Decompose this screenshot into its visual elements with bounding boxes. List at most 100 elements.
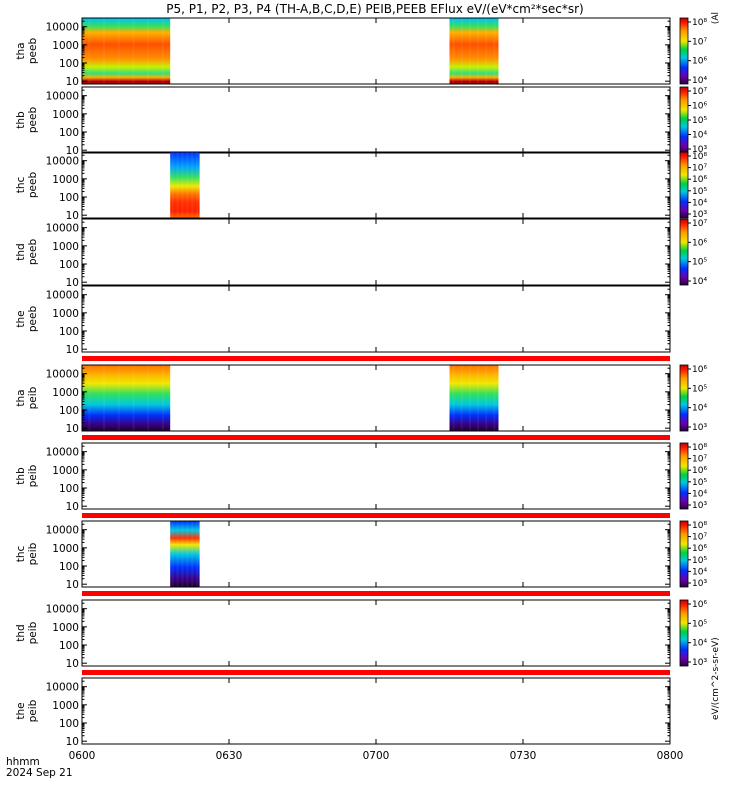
panel-thd-peeb: 10 100 1000 10000 thd peeb 10⁴ 10⁵ 10⁶ 10⁷ [15, 218, 707, 289]
y-tick-label: 10 [66, 736, 79, 748]
x-corner-label: hhmm [6, 756, 40, 768]
colorbar-tick-label: 10⁶ [692, 365, 707, 375]
colorbar-tick-label: 10⁵ [692, 384, 707, 394]
y-tick-label: 10000 [46, 369, 79, 381]
panel-probe-label: thb [15, 467, 27, 485]
figure-title: P5, P1, P2, P3, P4 (TH-A,B,C,D,E) PEIB,P… [166, 2, 583, 16]
panel-product-label: peeb [27, 38, 39, 65]
colorbar-tick-label: 10⁸ [692, 18, 707, 28]
colorbar-tick-label: 10⁶ [692, 102, 707, 112]
panel-probe-label: the [15, 702, 27, 719]
flag-bar-7 [82, 591, 670, 596]
colorbar-tick-label: 10⁴ [692, 404, 707, 414]
panel-product-label: peeb [27, 107, 39, 134]
colorbar-tick-label: 10⁵ [692, 619, 707, 629]
x-tick-label: 0730 [510, 750, 537, 762]
panel-tha-peib: 10 100 1000 10000 tha peib 10³ 10⁴ 10⁵ 10⁶ [15, 364, 707, 435]
colorbar-tick-label: 10³ [692, 423, 707, 433]
colorbar-tick-label: 10⁶ [692, 175, 707, 185]
flag-bar-4 [82, 356, 670, 361]
panel-the-peib: 10 100 1000 10000 the peib [15, 677, 671, 748]
y-tick-label: 10 [66, 579, 79, 591]
y-tick-label: 1000 [52, 543, 79, 555]
panel-thb-peeb: 10 100 1000 10000 thb peeb 10³ 10⁴ 10⁵ 10⁶ 10⁷ [15, 86, 707, 157]
y-tick-label: 10 [66, 658, 79, 670]
flag-bar-6 [82, 513, 670, 518]
colorbar-tick-label: 10⁶ [692, 544, 707, 554]
panel-probe-label: thc [15, 546, 27, 563]
colorbar-tick-label: 10⁸ [692, 521, 707, 531]
y-tick-label: 100 [59, 640, 79, 652]
flag-bar-5 [82, 435, 670, 440]
flag-bars [82, 356, 670, 675]
panel-product-label: peeb [27, 306, 39, 333]
y-tick-label: 1000 [52, 109, 79, 121]
y-tick-label: 100 [59, 405, 79, 417]
x-axis: 0600 0630 0700 0730 0800 [69, 18, 683, 762]
colorbar-tick-label: 10⁵ [692, 258, 707, 268]
y-tick-label: 10 [66, 344, 79, 356]
y-tick-label: 10000 [46, 156, 79, 168]
y-tick-label: 100 [59, 58, 79, 70]
panel-frame [81, 677, 671, 745]
colorbar-tick-label: 10⁷ [692, 164, 707, 174]
y-tick-label: 10000 [46, 91, 79, 103]
y-tick-label: 100 [59, 718, 79, 730]
colorbar-title-cut: (Al [711, 12, 721, 24]
colorbar-tick-label: 10³ [692, 210, 707, 220]
flag-bar-8 [82, 670, 670, 675]
y-tick-label: 10000 [46, 525, 79, 537]
colorbar-tick-label: 10⁵ [692, 187, 707, 197]
colorbar-tick-label: 10⁴ [692, 489, 707, 499]
colorbar-tick-label: 10⁴ [692, 277, 707, 287]
colorbar [679, 151, 689, 219]
y-tick-label: 1000 [52, 40, 79, 52]
y-tick-label: 10 [66, 210, 79, 222]
y-tick-label: 10000 [46, 682, 79, 694]
y-tick-label: 100 [59, 192, 79, 204]
y-tick-label: 10000 [46, 290, 79, 302]
y-tick-label: 10000 [46, 604, 79, 616]
colorbar-tick-label: 10³ [692, 145, 707, 155]
y-tick-label: 1000 [52, 241, 79, 253]
colorbar-tick-label: 10⁴ [692, 131, 707, 141]
x-tick-label: 0630 [216, 750, 243, 762]
y-tick-label: 1000 [52, 174, 79, 186]
colorbar-tick-label: 10⁷ [692, 87, 707, 97]
panel-frame [81, 285, 671, 353]
y-tick-label: 1000 [52, 387, 79, 399]
y-tick-label: 10 [66, 145, 79, 157]
colorbar-title: eV/(cm^2-s-sr-eV) [711, 637, 721, 720]
colorbar-tick-label: 10³ [692, 501, 707, 511]
panel-product-label: peib [27, 621, 39, 644]
panel-tha-peeb: 10 100 1000 10000 tha peeb 10⁴ 10⁶ 10⁷ 10⁸ [15, 17, 707, 88]
y-tick-label: 10 [66, 277, 79, 289]
panel-probe-label: thd [15, 243, 27, 260]
colorbar-tick-label: 10⁵ [692, 556, 707, 566]
colorbar-tick-label: 10⁷ [692, 455, 707, 465]
spectrogram-block-thc-peib-0 [170, 521, 200, 587]
colorbar-tick-label: 10⁶ [692, 600, 707, 610]
panel-the-peeb: 10 100 1000 10000 the peeb [15, 285, 671, 356]
y-tick-label: 100 [59, 561, 79, 573]
y-tick-label: 1000 [52, 465, 79, 477]
colorbar-tick-label: 10⁴ [692, 76, 707, 86]
colorbar-tick-label: 10⁵ [692, 478, 707, 488]
y-tick-label: 10000 [46, 22, 79, 34]
y-tick-label: 10000 [46, 447, 79, 459]
colorbar-tick-label: 10³ [692, 579, 707, 589]
spectrogram-block-tha-peib-0 [82, 365, 171, 431]
panel-product-label: peeb [27, 172, 39, 199]
y-tick-label: 100 [59, 127, 79, 139]
panel-probe-label: thc [15, 177, 27, 194]
colorbar [679, 520, 689, 588]
y-tick-label: 1000 [52, 622, 79, 634]
colorbar-tick-label: 10⁷ [692, 37, 707, 47]
colorbar-tick-label: 10⁸ [692, 443, 707, 453]
panel-probe-label: thb [15, 111, 27, 129]
panel-frame [81, 218, 671, 286]
y-tick-label: 1000 [52, 308, 79, 320]
